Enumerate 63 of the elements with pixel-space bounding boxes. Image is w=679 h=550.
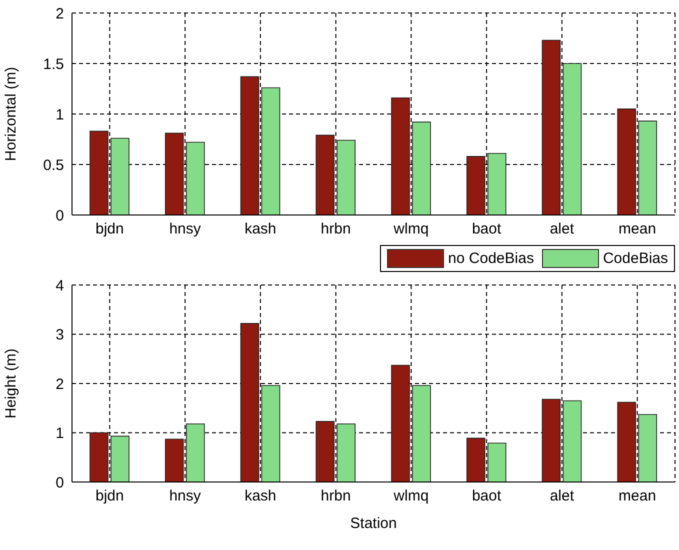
bar <box>110 436 130 482</box>
x-tick-label: bjdn <box>96 220 124 238</box>
bar <box>466 438 486 482</box>
bar <box>412 385 431 482</box>
x-tick-label: hnsy <box>169 220 202 238</box>
bar <box>487 152 506 215</box>
bar <box>240 76 260 215</box>
x-tick-label: baot <box>472 220 502 238</box>
bar <box>562 63 582 215</box>
bar <box>542 398 561 482</box>
bar <box>240 323 260 482</box>
x-axis-title: Station <box>350 515 397 532</box>
legend-label: CodeBias <box>602 250 668 267</box>
bar <box>164 438 184 482</box>
bar <box>617 108 636 215</box>
bar <box>391 97 410 215</box>
x-tick-label: mean <box>618 488 656 505</box>
bar <box>261 385 280 482</box>
x-tick-label: kash <box>244 220 276 238</box>
legend-label: no CodeBias <box>448 250 534 267</box>
y-tick-label: 0.5 <box>43 156 64 174</box>
x-tick-label: baot <box>472 488 502 505</box>
y-tick-label: 2 <box>56 5 64 22</box>
bar <box>617 402 636 482</box>
bar <box>562 400 582 482</box>
y-axis-title: Horizontal (m) <box>2 66 20 162</box>
x-tick-label: alet <box>550 220 575 238</box>
bar <box>542 40 561 215</box>
x-tick-label: hrbn <box>320 488 351 505</box>
y-tick-label: 2 <box>56 376 64 393</box>
bar <box>638 414 658 482</box>
x-tick-label: wlmq <box>392 488 429 505</box>
bar <box>186 423 205 482</box>
bar <box>638 120 658 215</box>
bar <box>336 423 356 482</box>
y-tick-label: 1 <box>56 425 64 442</box>
bar <box>261 87 280 215</box>
x-tick-label: alet <box>550 488 575 505</box>
bar <box>164 132 184 215</box>
y-tick-label: 1 <box>56 106 64 124</box>
y-tick-label: 0 <box>56 207 64 224</box>
x-tick-label: kash <box>244 488 276 505</box>
y-tick-label: 0 <box>56 474 64 492</box>
bar <box>391 364 410 482</box>
bar <box>90 432 108 482</box>
x-tick-label: wlmq <box>392 220 429 238</box>
bar <box>466 156 486 215</box>
bar <box>186 142 205 215</box>
bar <box>336 140 356 215</box>
x-tick-label: hrbn <box>320 220 351 238</box>
bar <box>316 421 335 482</box>
bar <box>90 130 108 215</box>
bar <box>487 442 506 482</box>
bar <box>110 138 130 215</box>
y-tick-label: 3 <box>56 326 64 344</box>
y-tick-label: 1.5 <box>43 56 64 73</box>
x-tick-label: mean <box>618 220 656 238</box>
bar <box>412 122 431 215</box>
y-axis-title: Height (m) <box>2 348 20 419</box>
x-tick-label: bjdn <box>96 488 124 505</box>
x-tick-label: hnsy <box>169 488 202 505</box>
y-tick-label: 4 <box>56 277 64 294</box>
bar <box>316 134 335 215</box>
